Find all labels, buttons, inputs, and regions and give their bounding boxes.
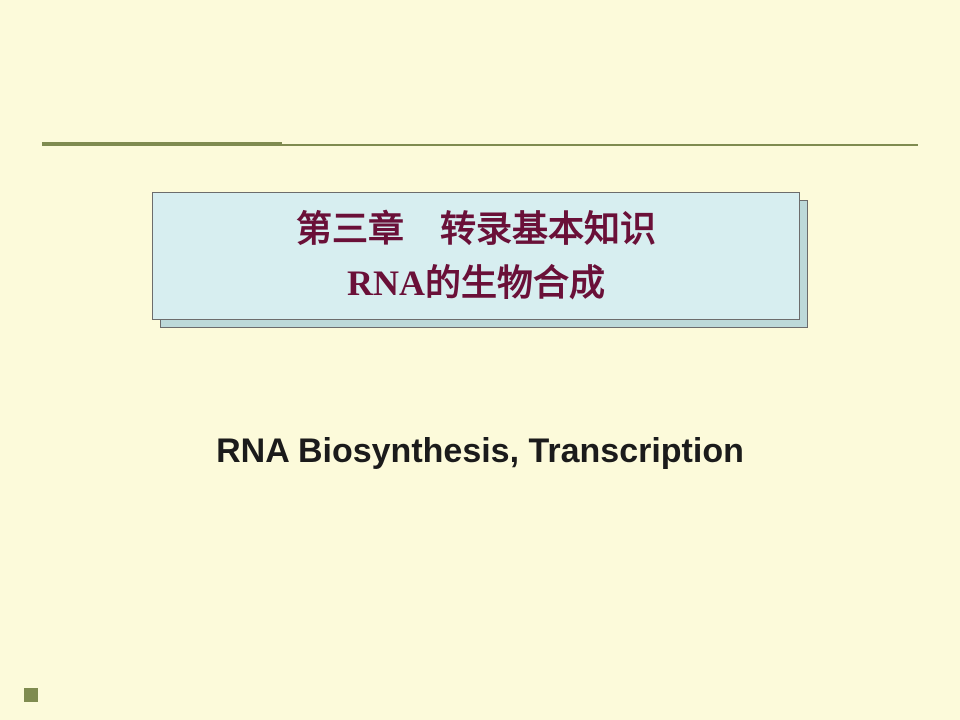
header-rule-thin [42,144,918,146]
title-box: 第三章 转录基本知识 RNA的生物合成 [152,192,800,320]
title-line-1: 第三章 转录基本知识 [153,202,799,256]
footer-bullet-icon [24,688,38,702]
title-line-2-latin: RNA [347,263,425,303]
title-line-2-cjk: 的生物合成 [425,263,605,303]
header-rule [42,142,918,146]
slide: 第三章 转录基本知识 RNA的生物合成 RNA Biosynthesis, Tr… [0,0,960,720]
title-line-2: RNA的生物合成 [153,256,799,310]
subtitle: RNA Biosynthesis, Transcription [0,432,960,471]
